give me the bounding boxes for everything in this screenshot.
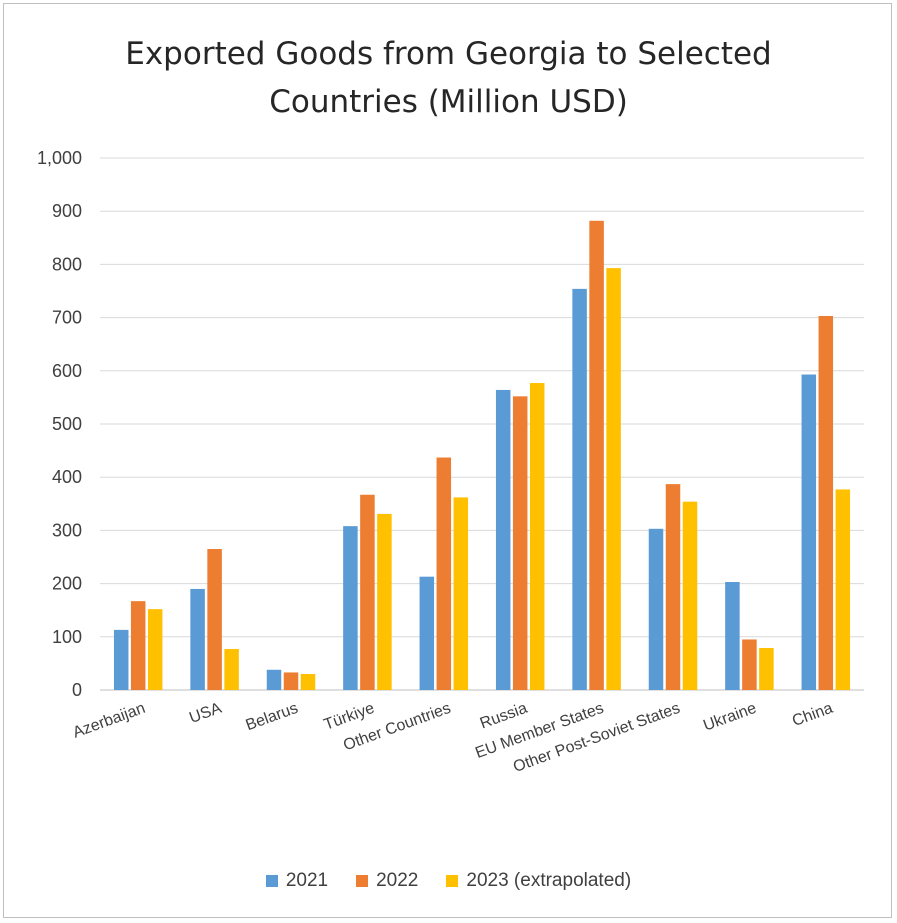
bar-2021-eu-member-states	[572, 288, 587, 690]
y-tick-label: 600	[52, 361, 82, 381]
legend-item-2022: 2022	[356, 870, 418, 892]
y-tick-label: 500	[52, 414, 82, 434]
chart-title-line-2: Countries (Million USD)	[269, 84, 628, 120]
bar-2021-azerbaijan	[113, 629, 129, 690]
x-tick-label: China	[790, 700, 835, 730]
legend-label-2022: 2022	[376, 870, 419, 891]
bar-2023-other-post-soviet-states	[682, 501, 698, 690]
bar-2022-other-countries	[436, 457, 452, 690]
legend-label-2023: 2023 (extrapolated)	[466, 870, 632, 891]
bar-2021-russia	[495, 389, 511, 690]
bar-2021-china	[801, 374, 817, 690]
bar-2022-russia	[512, 396, 528, 690]
y-tick-label: 0	[72, 680, 82, 700]
x-tick-label: Azerbaijan	[71, 700, 148, 742]
bar-2023-ukraine	[759, 647, 774, 690]
x-tick-label: Ukraine	[701, 700, 759, 735]
legend-item-2023: 2023 (extrapolated)	[446, 870, 631, 892]
x-tick-label: USA	[187, 700, 224, 727]
bar-2023-azerbaijan	[147, 609, 163, 690]
bar-2023-belarus	[300, 674, 316, 690]
bar-2022-t-rkiye	[360, 494, 375, 690]
chart-title-line-1: Exported Goods from Georgia to Selected	[125, 36, 772, 72]
y-tick-label: 1,000	[37, 148, 82, 168]
y-tick-label: 900	[52, 201, 82, 221]
legend-swatch-2023	[446, 875, 459, 887]
legend-swatch-2021	[265, 875, 278, 887]
bar-2021-ukraine	[725, 582, 740, 690]
bar-2022-china	[818, 316, 834, 690]
y-tick-label: 100	[52, 627, 82, 647]
bar-2022-belarus	[283, 672, 299, 690]
bar-2022-ukraine	[742, 639, 757, 690]
legend-item-2021: 2021	[265, 870, 329, 892]
bar-2022-other-post-soviet-states	[665, 484, 681, 690]
bar-2023-t-rkiye	[377, 513, 392, 690]
bar-2021-other-post-soviet-states	[648, 528, 664, 690]
bar-2022-azerbaijan	[130, 601, 146, 690]
bar-2023-other-countries	[453, 497, 469, 690]
chart-title: Exported Goods from Georgia to Selected …	[0, 30, 897, 126]
legend-swatch-2022	[356, 875, 369, 887]
y-tick-label: 200	[52, 574, 82, 594]
y-tick-label: 700	[52, 308, 82, 328]
legend: 2021 2022 2023 (extrapolated)	[0, 870, 897, 892]
bar-2023-china	[835, 489, 851, 690]
bar-2022-usa	[207, 549, 222, 690]
bar-2021-t-rkiye	[343, 526, 358, 690]
bar-2021-belarus	[266, 669, 282, 690]
x-tick-label: Belarus	[244, 700, 301, 735]
bar-2021-usa	[190, 588, 205, 690]
bar-2021-other-countries	[419, 576, 435, 690]
bar-2023-usa	[224, 649, 239, 690]
bar-2022-eu-member-states	[589, 220, 604, 690]
y-tick-label: 300	[52, 520, 82, 540]
y-tick-label: 400	[52, 467, 82, 487]
y-tick-label: 800	[52, 254, 82, 274]
bar-2023-eu-member-states	[606, 268, 621, 690]
legend-label-2021: 2021	[285, 870, 329, 891]
bar-2023-russia	[529, 383, 545, 690]
